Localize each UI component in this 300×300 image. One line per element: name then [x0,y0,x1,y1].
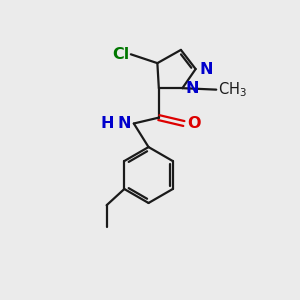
Text: H: H [100,116,114,131]
Text: N: N [117,116,131,131]
Text: N: N [186,81,200,96]
Text: CH$_3$: CH$_3$ [218,80,247,99]
Text: O: O [187,116,200,131]
Text: Cl: Cl [112,47,129,62]
Text: N: N [199,61,213,76]
